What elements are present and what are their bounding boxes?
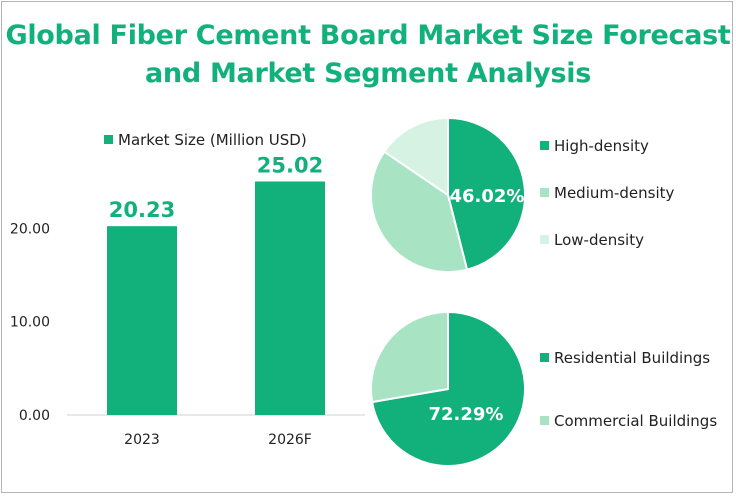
bar-2023 [107, 226, 177, 415]
pie2-data-label: 72.29% [429, 404, 504, 425]
pie1-legend-swatch-medium-density [540, 188, 549, 197]
pie1-legend-swatch-low-density [540, 235, 549, 244]
bar-legend-label: Market Size (Million USD) [118, 131, 307, 149]
pie1-legend-label-high-density: High-density [554, 137, 649, 155]
pie2-legend-swatch-commercial [540, 416, 549, 425]
pie1-slice-high-density [447, 116, 526, 271]
bar-legend-swatch [104, 135, 113, 144]
x-tick-label: 2026F [268, 432, 312, 448]
pie1-slice-medium-density [370, 150, 469, 273]
y-tick-label: 0.00 [19, 408, 50, 424]
pie2-legend-label-commercial: Commercial Buildings [554, 412, 718, 430]
y-tick-label: 10.00 [10, 315, 50, 331]
bar-2026F [255, 181, 325, 415]
chart-title-line-2: and Market Segment Analysis [145, 58, 591, 89]
pie2-legend-item-residential: Residential Buildings [540, 349, 710, 367]
y-tick-label: 20.00 [10, 221, 50, 237]
pie1-slice-low-density [382, 116, 449, 197]
pie1-legend-item-low-density: Low-density [540, 231, 644, 249]
pie2-slice-commercial-buildings [370, 310, 449, 404]
pie1-legend-item-medium-density: Medium-density [540, 184, 674, 202]
chart-title-line-1: Global Fiber Cement Board Market Size Fo… [5, 20, 731, 51]
bar-value-label: 25.02 [257, 153, 323, 177]
bar-value-label: 20.23 [109, 198, 175, 222]
pie2-legend-swatch-residential [540, 353, 549, 362]
bar-legend: Market Size (Million USD) [104, 131, 307, 149]
pie1-data-label: 46.02% [450, 186, 525, 207]
pie1-legend-label-medium-density: Medium-density [554, 184, 675, 202]
pie1-legend-label-low-density: Low-density [554, 231, 644, 249]
pie1-legend-item-high-density: High-density [540, 137, 649, 155]
x-tick-label: 2023 [124, 432, 160, 448]
pie1-legend-swatch-high-density [540, 141, 549, 150]
pie2-legend-item-commercial: Commercial Buildings [540, 412, 717, 430]
pie2-legend-label-residential: Residential Buildings [554, 349, 711, 367]
